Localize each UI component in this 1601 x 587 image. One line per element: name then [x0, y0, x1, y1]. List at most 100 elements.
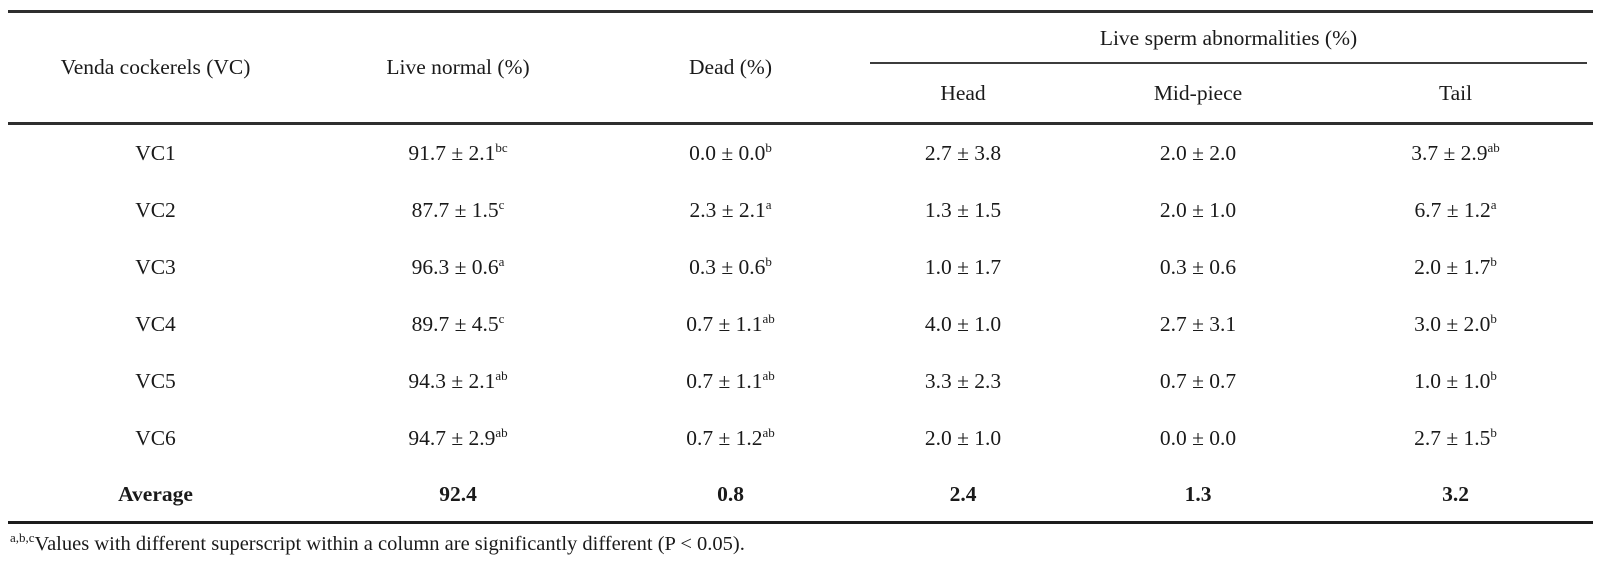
- value: 0.7 ± 0.7: [1159, 369, 1237, 393]
- cell-tail: 1.0 ± 1.0b: [1318, 353, 1593, 410]
- cell-head: 2.0 ± 1.0: [848, 410, 1078, 467]
- value: 89.7 ± 4.5: [411, 312, 499, 336]
- table-row-vc1: VC1 91.7 ± 2.1bc 0.0 ± 0.0b 2.7 ± 3.8 2.…: [8, 124, 1593, 183]
- cell-live-normal: 92.4: [439, 481, 477, 506]
- cell-live-normal: 96.3 ± 0.6a: [303, 239, 613, 296]
- value: 2.0 ± 1.0: [924, 426, 1002, 450]
- value: 2.0 ± 2.0: [1159, 141, 1237, 165]
- superscript: ab: [762, 424, 775, 440]
- cell-live-normal: 91.7 ± 2.1bc: [303, 124, 613, 183]
- value: 0.0 ± 0.0: [1159, 426, 1237, 450]
- superscript: ab: [762, 310, 775, 326]
- cell-mid-piece: 2.7 ± 3.1: [1078, 296, 1318, 353]
- value: 0.3 ± 0.6: [1159, 255, 1237, 279]
- cell-dead: 0.7 ± 1.1ab: [613, 296, 848, 353]
- superscript: b: [1490, 424, 1497, 440]
- value: 0.7 ± 1.2: [686, 426, 763, 450]
- row-label: VC6: [135, 426, 176, 450]
- cell-tail: 6.7 ± 1.2a: [1318, 182, 1593, 239]
- value: 2.7 ± 1.5: [1414, 426, 1491, 450]
- cell-live-normal: 94.3 ± 2.1ab: [303, 353, 613, 410]
- cell-dead: 0.7 ± 1.2ab: [613, 410, 848, 467]
- value: 0.3 ± 0.6: [689, 255, 766, 279]
- value: 0.0 ± 0.0: [689, 141, 766, 165]
- value: 3.3 ± 2.3: [924, 369, 1002, 393]
- col-header-venda-cockerels: Venda cockerels (VC): [60, 55, 251, 79]
- cell-mid-piece: 0.0 ± 0.0: [1078, 410, 1318, 467]
- table-row-vc3: VC3 96.3 ± 0.6a 0.3 ± 0.6b 1.0 ± 1.7 0.3…: [8, 239, 1593, 296]
- cell-dead: 0.8: [717, 481, 744, 506]
- cell-mid-piece: 0.3 ± 0.6: [1078, 239, 1318, 296]
- row-label: VC3: [135, 255, 176, 279]
- cell-head: 1.0 ± 1.7: [848, 239, 1078, 296]
- cell-head: 2.4: [949, 481, 977, 506]
- cell-tail: 3.0 ± 2.0b: [1318, 296, 1593, 353]
- value: 2.0 ± 1.7: [1414, 255, 1491, 279]
- value: 1.0 ± 1.7: [924, 255, 1002, 279]
- value: 1.3 ± 1.5: [924, 198, 1002, 222]
- header-row-2: Head Mid-piece Tail: [8, 64, 1593, 124]
- row-label: VC4: [135, 312, 176, 336]
- value: 3.0 ± 2.0: [1414, 312, 1491, 336]
- superscript: bc: [495, 139, 508, 155]
- footnote-text: Values with different superscript within…: [34, 533, 745, 555]
- cell-head: 4.0 ± 1.0: [848, 296, 1078, 353]
- cell-tail: 2.0 ± 1.7b: [1318, 239, 1593, 296]
- superscript: c: [498, 310, 505, 326]
- superscript: c: [498, 196, 505, 212]
- col-group-live-sperm-abnormalities: Live sperm abnormalities (%): [848, 12, 1593, 64]
- col-header-live-normal: Live normal (%): [386, 55, 530, 79]
- cell-dead: 0.7 ± 1.1ab: [613, 353, 848, 410]
- cell-mid-piece: 2.0 ± 1.0: [1078, 182, 1318, 239]
- cell-dead: 0.3 ± 0.6b: [613, 239, 848, 296]
- col-header-dead: Dead (%): [689, 55, 772, 79]
- cell-tail: 3.7 ± 2.9ab: [1318, 124, 1593, 183]
- cell-mid-piece: 2.0 ± 2.0: [1078, 124, 1318, 183]
- sperm-abnormalities-table: Venda cockerels (VC) Live normal (%) Dea…: [8, 10, 1593, 524]
- value: 0.7 ± 1.1: [686, 312, 763, 336]
- cell-dead: 0.0 ± 0.0b: [613, 124, 848, 183]
- superscript: ab: [1487, 139, 1500, 155]
- value: 1.0 ± 1.0: [1414, 369, 1491, 393]
- superscript: ab: [495, 424, 508, 440]
- value: 2.7 ± 3.1: [1159, 312, 1237, 336]
- value: 2.7 ± 3.8: [924, 141, 1002, 165]
- value: 2.3 ± 2.1: [689, 198, 766, 222]
- superscript: a: [765, 196, 772, 212]
- value: 91.7 ± 2.1: [408, 141, 496, 165]
- superscript: ab: [495, 367, 508, 383]
- col-header-tail: Tail: [1438, 80, 1473, 105]
- superscript: a: [1490, 196, 1497, 212]
- row-label: VC5: [135, 369, 176, 393]
- cell-live-normal: 87.7 ± 1.5c: [303, 182, 613, 239]
- cell-head: 1.3 ± 1.5: [848, 182, 1078, 239]
- header-row-1: Venda cockerels (VC) Live normal (%) Dea…: [8, 12, 1593, 79]
- row-label: Average: [118, 481, 193, 506]
- superscript: b: [1490, 367, 1497, 383]
- table-body: VC1 91.7 ± 2.1bc 0.0 ± 0.0b 2.7 ± 3.8 2.…: [8, 124, 1593, 523]
- superscript: b: [765, 253, 772, 269]
- col-group-label: Live sperm abnormalities (%): [870, 13, 1587, 64]
- row-label: VC2: [135, 198, 176, 222]
- value: 2.0 ± 1.0: [1159, 198, 1237, 222]
- value: 6.7 ± 1.2: [1414, 198, 1491, 222]
- superscript: b: [1490, 310, 1497, 326]
- value: 4.0 ± 1.0: [924, 312, 1002, 336]
- superscript: b: [1490, 253, 1497, 269]
- cell-mid-piece: 1.3: [1184, 481, 1212, 506]
- cell-live-normal: 89.7 ± 4.5c: [303, 296, 613, 353]
- cell-mid-piece: 0.7 ± 0.7: [1078, 353, 1318, 410]
- superscript: ab: [762, 367, 775, 383]
- cell-head: 2.7 ± 3.8: [848, 124, 1078, 183]
- value: 0.7 ± 1.1: [686, 369, 763, 393]
- table-header: Venda cockerels (VC) Live normal (%) Dea…: [8, 12, 1593, 124]
- value: 3.7 ± 2.9: [1411, 141, 1488, 165]
- table-row-average: Average 92.4 0.8 2.4 1.3 3.2: [8, 467, 1593, 523]
- table-row-vc6: VC6 94.7 ± 2.9ab 0.7 ± 1.2ab 2.0 ± 1.0 0…: [8, 410, 1593, 467]
- col-header-mid-piece: Mid-piece: [1153, 80, 1243, 105]
- cell-tail: 2.7 ± 1.5b: [1318, 410, 1593, 467]
- value: 96.3 ± 0.6: [411, 255, 499, 279]
- cell-dead: 2.3 ± 2.1a: [613, 182, 848, 239]
- cell-tail: 3.2: [1442, 481, 1469, 506]
